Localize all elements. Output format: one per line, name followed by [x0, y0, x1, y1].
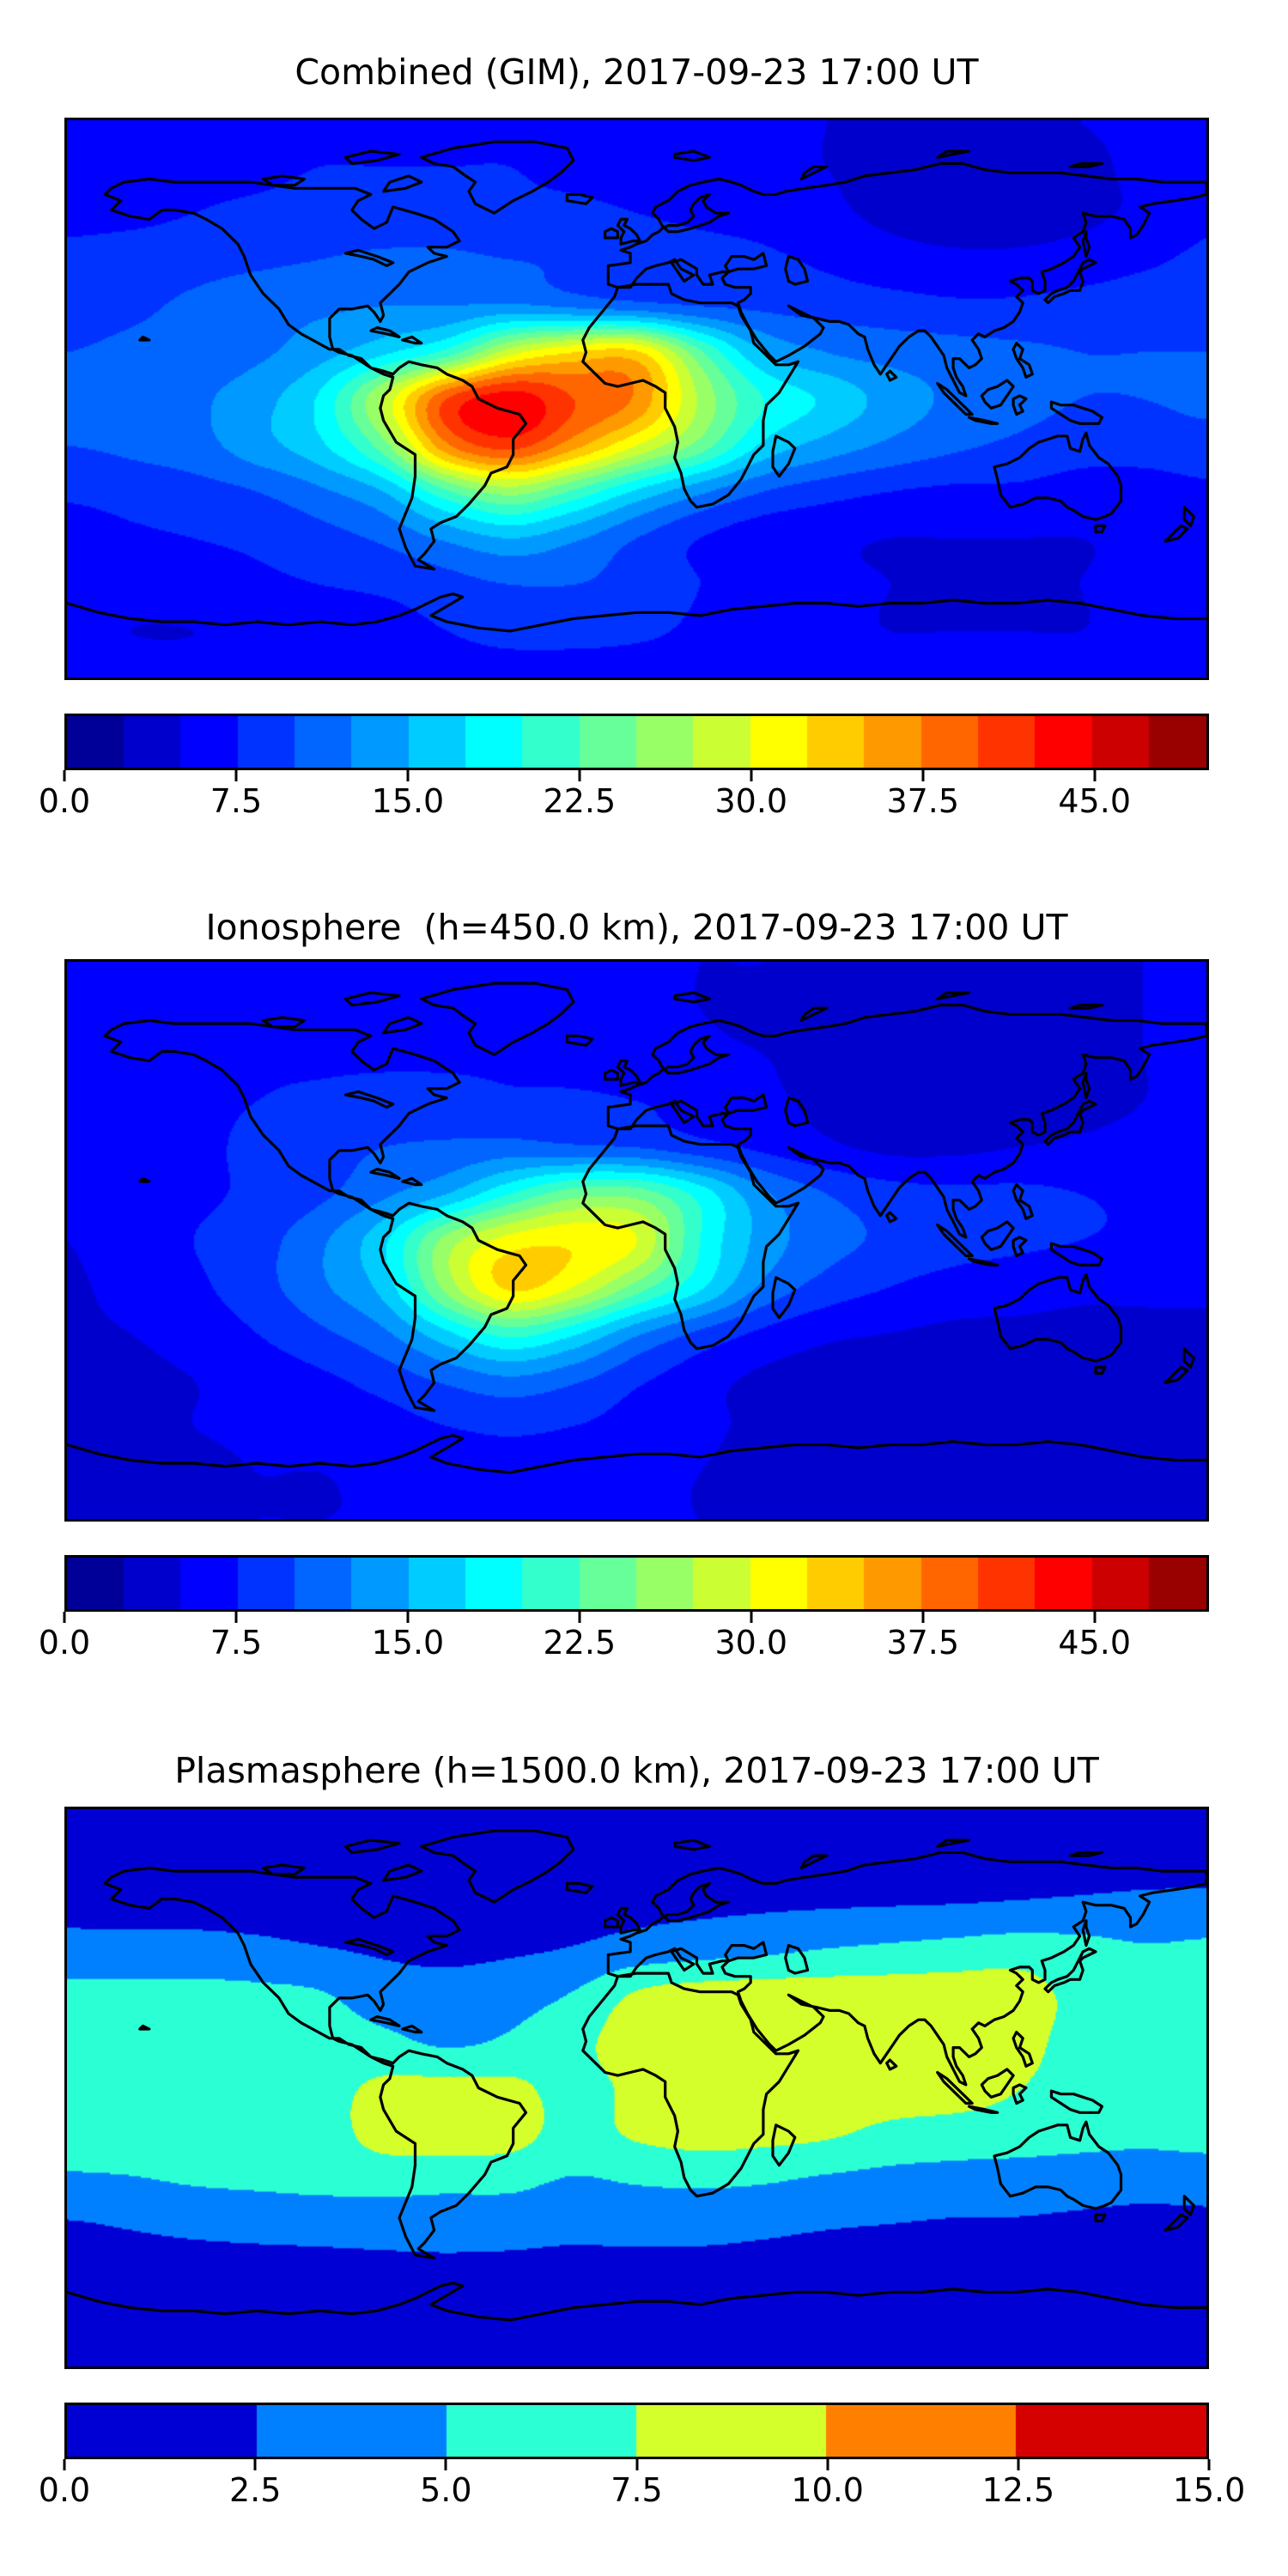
colorbar-tick-label: 22.5 [543, 782, 617, 820]
world-coastline-overlay [67, 981, 1206, 1474]
panel-title-ionosphere: Ionosphere (h=450.0 km), 2017-09-23 17:0… [205, 907, 1068, 948]
colorbar-tick-mark [63, 1612, 66, 1623]
colorbar-tick-label: 22.5 [543, 1624, 617, 1662]
colorbar-tick-labels: 0.0 2.5 5.0 7.5 10.0 12.5 15.0 [39, 2471, 1246, 2511]
colorbar-tick-mark [635, 2459, 638, 2470]
colorbar-tick-mark [1017, 2459, 1020, 2470]
colorbar-tick-label: 15.0 [1172, 2471, 1246, 2509]
colorbar-tick-label: 0.0 [38, 2471, 91, 2509]
colorbar-tick-label: 0.0 [38, 1624, 91, 1662]
colorbar-tick-mark [253, 2459, 257, 2470]
colorbar-tick-label: 7.5 [611, 2471, 663, 2509]
tec-map-combined [64, 118, 1209, 680]
colorbar-tick-label: 30.0 [714, 1624, 788, 1662]
colorbar-tick-label: 10.0 [791, 2471, 864, 2509]
colorbar-tick-mark [234, 1612, 238, 1623]
colorbar-plasmasphere [64, 2403, 1209, 2459]
colorbar-tick-labels: 0.0 7.5 15.0 22.5 30.0 37.5 45.0 [39, 1624, 1209, 1663]
colorbar-gradient [67, 2405, 1206, 2457]
colorbar-tick-mark [578, 770, 581, 781]
colorbar-ticks [63, 1612, 1209, 1623]
colorbar-tick-label: 30.0 [714, 782, 788, 820]
colorbar-combined [64, 714, 1209, 770]
colorbar-ticks [63, 2459, 1211, 2470]
colorbar-tick-label: 12.5 [981, 2471, 1055, 2509]
colorbar-ticks [63, 770, 1209, 781]
colorbar-tick-mark [578, 1612, 581, 1623]
tec-map-plasmasphere [64, 1807, 1209, 2369]
colorbar-tick-label: 7.5 [210, 782, 263, 820]
colorbar-tick-label: 45.0 [1058, 782, 1131, 820]
panel-title-combined-gim: Combined (GIM), 2017-09-23 17:00 UT [295, 52, 979, 93]
colorbar-tick-label: 37.5 [886, 782, 960, 820]
world-coastline-overlay [67, 1829, 1206, 2322]
colorbar-gradient [67, 1558, 1206, 1609]
colorbar-tick-labels: 0.0 7.5 15.0 22.5 30.0 37.5 45.0 [39, 782, 1209, 822]
contour-field-ionosphere [67, 962, 1206, 1519]
colorbar-tick-mark [921, 770, 925, 781]
colorbar-tick-mark [750, 1612, 753, 1623]
colorbar-tick-mark [406, 770, 410, 781]
colorbar-tick-mark [406, 1612, 410, 1623]
colorbar-tick-mark [63, 770, 66, 781]
colorbar-tick-mark [1093, 1612, 1097, 1623]
colorbar-tick-mark [826, 2459, 829, 2470]
colorbar-tick-label: 15.0 [371, 1624, 445, 1662]
world-coastline-overlay [67, 140, 1206, 633]
panel-title-plasmasphere: Plasmasphere (h=1500.0 km), 2017-09-23 1… [174, 1750, 1099, 1791]
colorbar-tick-mark [921, 1612, 925, 1623]
colorbar-tick-label: 7.5 [210, 1624, 263, 1662]
colorbar-tick-label: 5.0 [420, 2471, 472, 2509]
colorbar-tick-label: 45.0 [1058, 1624, 1131, 1662]
colorbar-tick-label: 37.5 [886, 1624, 960, 1662]
colorbar-tick-mark [444, 2459, 447, 2470]
contour-field-combined [67, 120, 1206, 677]
colorbar-tick-mark [63, 2459, 66, 2470]
colorbar-ionosphere [64, 1555, 1209, 1612]
colorbar-tick-label: 2.5 [228, 2471, 282, 2509]
colorbar-tick-mark [234, 770, 238, 781]
tec-map-ionosphere [64, 959, 1209, 1522]
colorbar-tick-mark [750, 770, 753, 781]
colorbar-gradient [67, 716, 1206, 768]
contour-field-plasmasphere [67, 1809, 1206, 2366]
colorbar-tick-mark [1093, 770, 1097, 781]
colorbar-tick-mark [1207, 2459, 1211, 2470]
colorbar-tick-label: 0.0 [38, 782, 91, 820]
colorbar-tick-label: 15.0 [371, 782, 445, 820]
